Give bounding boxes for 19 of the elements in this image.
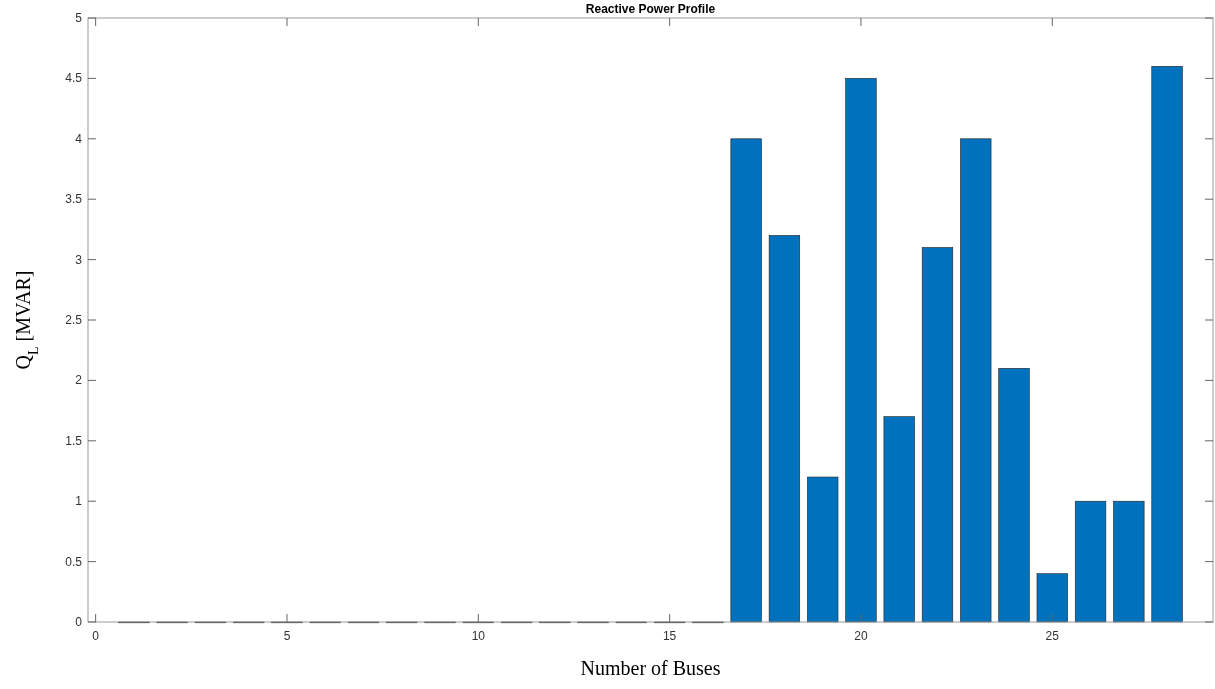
x-tick-label: 15	[662, 629, 677, 643]
x-tick-label: 5	[283, 629, 291, 643]
y-tick-label: 1	[75, 494, 83, 509]
x-tick-label: 25	[1045, 629, 1060, 643]
y-tick-label: 5	[75, 11, 83, 25]
x-tick-label: 10	[471, 629, 486, 643]
y-tick-label: 3.5	[65, 192, 83, 207]
y-tick-label: 4.5	[65, 71, 83, 86]
y-tick-label: 2	[75, 373, 83, 388]
x-axis-title: Number of Buses	[580, 657, 721, 679]
y-tick-label: 0	[75, 615, 83, 629]
y-tick-label: 2.5	[65, 313, 83, 327]
y-tick-label: 4	[75, 131, 83, 146]
y-tick-label: 3	[75, 252, 83, 267]
x-tick-label: 0	[92, 629, 100, 643]
chart-title: Reactive Power Profile	[585, 2, 716, 16]
y-tick-label: 1.5	[65, 433, 83, 448]
y-tick-label: 0.5	[65, 554, 83, 569]
x-tick-label: 20	[854, 629, 868, 643]
